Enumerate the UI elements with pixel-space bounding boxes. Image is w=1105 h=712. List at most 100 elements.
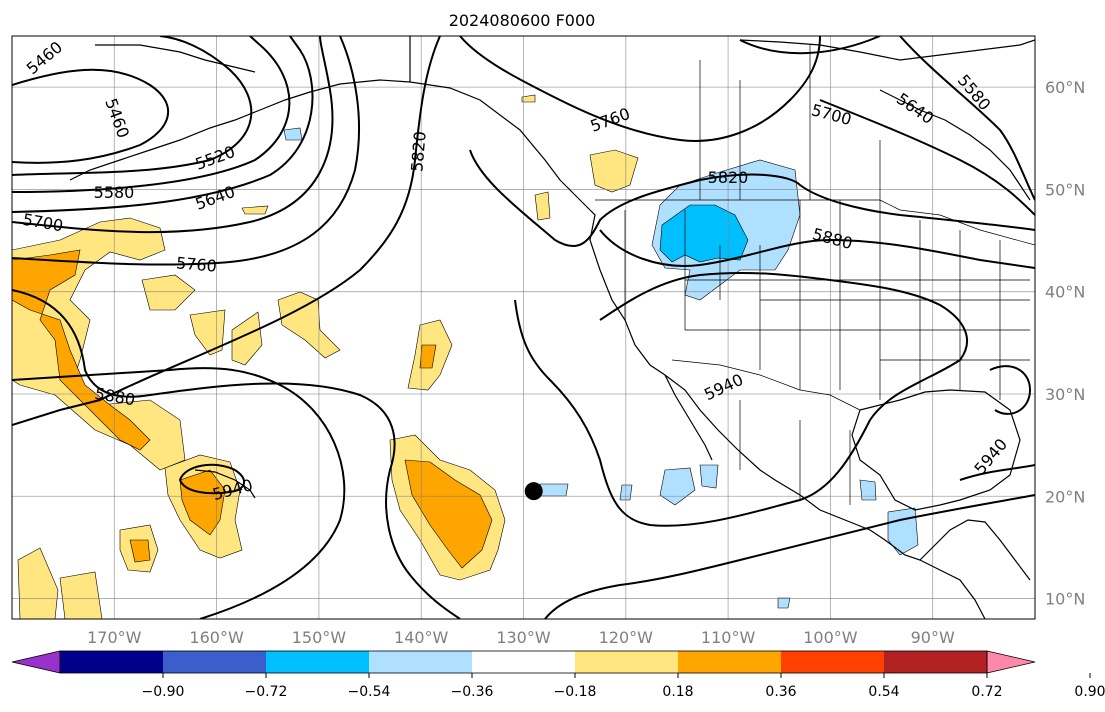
colorbar-tick-label: −0.18 [554, 684, 597, 700]
map-frame [11, 35, 1036, 620]
border-mexico [739, 400, 851, 505]
longitude-tick-label: 130°W [496, 628, 551, 647]
height-contours [12, 36, 1035, 619]
shade-pos-core [404, 459, 493, 569]
colorbar-tick-label: 0.54 [868, 684, 899, 700]
shade-pos-area [17, 547, 59, 619]
latitude-labels: 60°N 50°N 40°N 30°N 20°N 10°N [1045, 78, 1085, 608]
colorbar-tick-label: −0.90 [142, 684, 185, 700]
contour-5820 [12, 289, 461, 619]
longitude-tick-label: 100°W [803, 628, 858, 647]
coastline-gulf-of-mexico [851, 389, 1021, 511]
contour-label: 5820 [708, 168, 749, 187]
shade-pos-area [241, 205, 269, 215]
shade-pos-core [129, 539, 151, 563]
colorbar-segment [781, 651, 885, 673]
contour-5940-gulf [989, 365, 1032, 415]
contour-5940 [514, 271, 969, 527]
contour-label: 5820 [407, 130, 429, 172]
shade-pos-area [141, 274, 196, 311]
longitude-tick-label: 90°W [911, 628, 955, 647]
colorbar-segment [60, 651, 164, 673]
storm-center-marker [524, 482, 543, 501]
coastline-hudson [879, 89, 1031, 201]
shade-pos-area [59, 571, 103, 619]
longitude-tick-label: 150°W [292, 628, 347, 647]
map-title: 2024080600 F000 [449, 11, 596, 30]
shade-pos-area [231, 311, 263, 366]
shade-neg-area [859, 479, 877, 501]
shade-pos-area [521, 94, 536, 103]
gridlines [12, 36, 1035, 619]
colorbar-tick-label: −0.72 [245, 684, 288, 700]
colorbar-segment [369, 651, 473, 673]
border-states [624, 200, 1030, 400]
colorbar-segment [884, 651, 988, 673]
shade-neg-area [283, 127, 303, 141]
shade-pos-area [534, 191, 551, 221]
colorbar-extend-min [11, 650, 61, 674]
contour-5940-east [959, 464, 1035, 481]
border-us-mexico [671, 359, 861, 411]
shade-neg-area [777, 597, 791, 609]
coastline-hawaii [194, 469, 256, 499]
colorbar-segment [678, 651, 782, 673]
colorbar-tick-label: 0.72 [971, 684, 1002, 700]
contour-5880-na [599, 229, 1035, 269]
longitude-tick-label: 170°W [87, 628, 142, 647]
shade-pos-core [419, 344, 437, 369]
colorbar-segment [163, 651, 267, 673]
shade-pos-core [179, 469, 226, 536]
colorbar-extend-max [986, 650, 1036, 674]
shade-neg-area [659, 467, 696, 506]
colorbar-segment [575, 651, 679, 673]
shading-layer [12, 94, 919, 619]
contour-5640 [12, 36, 314, 213]
colorbar-segment [266, 651, 370, 673]
contour-label: 5760 [175, 253, 217, 275]
latitude-tick-label: 60°N [1045, 78, 1085, 97]
contour-5940-south [544, 494, 1035, 619]
shade-neg-area [699, 464, 719, 489]
contour-5760 [12, 36, 360, 266]
contour-5940-hawaii [178, 463, 245, 495]
longitude-tick-label: 160°W [189, 628, 244, 647]
colorbar-labels: −0.90 −0.72 −0.54 −0.36 −0.18 0.18 0.36 0.54 0.7… [142, 673, 1105, 700]
contour-5820-east [12, 36, 441, 426]
contour-5520 [12, 36, 253, 176]
contour-5880 [12, 367, 346, 619]
contour-5700 [12, 36, 334, 234]
longitude-tick-label: 120°W [599, 628, 654, 647]
contour-5820-na [469, 149, 1035, 247]
contour-5580-ne [739, 36, 881, 55]
coastlines [69, 36, 1035, 619]
colorbar-tick-label: −0.54 [348, 684, 391, 700]
longitude-tick-label: 110°W [701, 628, 756, 647]
shade-neg-area [887, 507, 919, 556]
colorbar-segment [472, 651, 576, 673]
colorbar [11, 650, 1036, 674]
shade-neg-area [539, 483, 569, 497]
coastline-alaska [69, 79, 411, 181]
shade-pos-core [12, 249, 151, 451]
longitude-tick-label: 140°W [394, 628, 449, 647]
coastline-baja [664, 374, 713, 461]
coastline-north-america [409, 36, 986, 619]
contour-5580 [12, 36, 291, 193]
shade-pos-area [277, 291, 341, 359]
latitude-tick-label: 10°N [1045, 590, 1085, 609]
coastline-canada-arctic [739, 39, 1035, 61]
contour-5700-ne [819, 99, 1035, 216]
latitude-tick-label: 30°N [1045, 385, 1085, 404]
colorbar-tick-label: −0.36 [451, 684, 494, 700]
longitude-labels: 170°W 160°W 150°W 140°W 130°W 120°W 110°W 100°W… [87, 628, 955, 647]
contour-label: 5580 [94, 183, 135, 202]
colorbar-tick-label: 0.36 [765, 684, 796, 700]
contour-5640-ne [899, 36, 1035, 201]
colorbar-tick-label: 0.90 [1074, 684, 1105, 700]
latitude-tick-label: 50°N [1045, 180, 1085, 199]
contour-5760-east [459, 36, 821, 142]
border-canada-provinces [699, 45, 881, 200]
coastline-central-america [919, 519, 1031, 581]
contour-5460 [12, 68, 170, 164]
